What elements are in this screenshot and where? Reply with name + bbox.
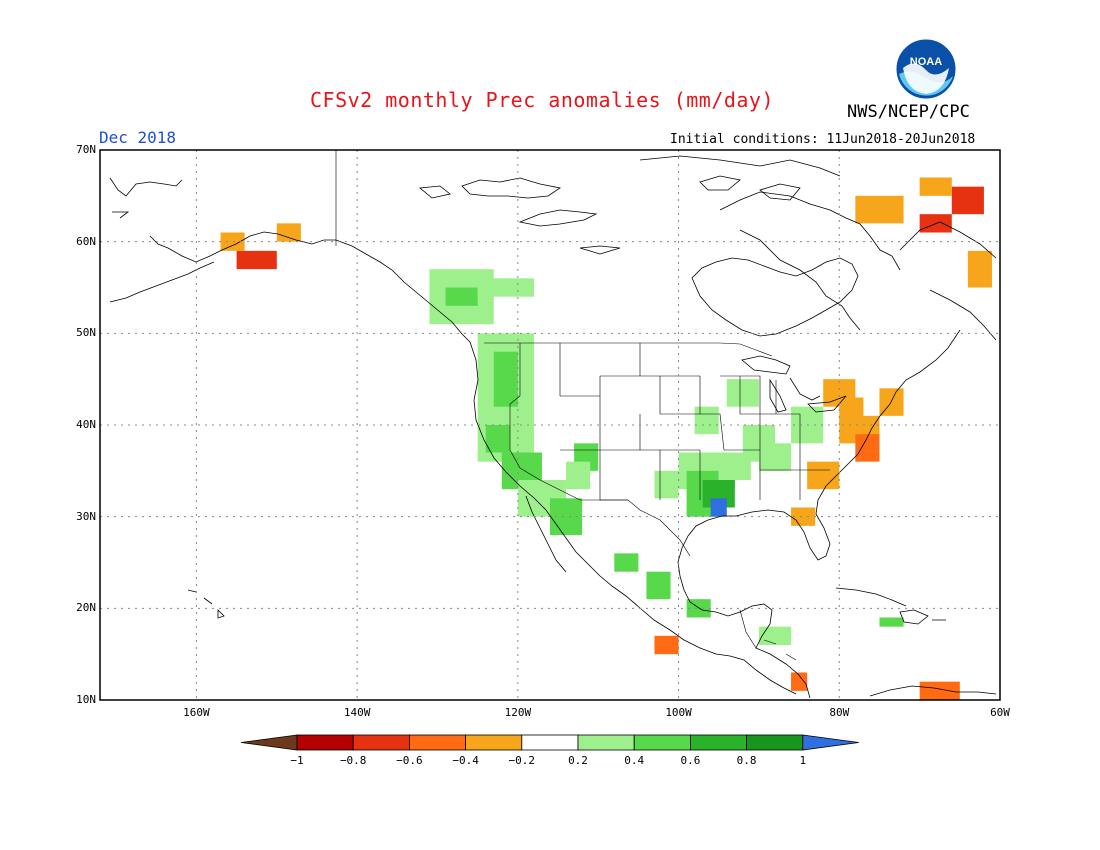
anomaly-cell <box>566 461 591 490</box>
lat-tick-label: 70N <box>76 143 96 156</box>
legend-swatch <box>577 734 635 751</box>
anomaly-cell <box>236 250 277 270</box>
legend-label: 0.8 <box>737 754 757 767</box>
legend-label: −0.8 <box>340 754 367 767</box>
anomaly-cell <box>879 617 904 627</box>
legend-swatch <box>465 734 523 751</box>
legend-label: 0.4 <box>624 754 644 767</box>
anomaly-cell <box>477 278 534 297</box>
legend-label: −0.4 <box>452 754 479 767</box>
legend-high-arrow <box>802 734 859 751</box>
anomaly-cell <box>485 425 510 453</box>
anomaly-cell <box>276 223 301 242</box>
lon-tick-label: 160W <box>183 706 210 719</box>
map-frame <box>99 149 1001 701</box>
anomaly-cell <box>758 626 792 645</box>
legend-label: 0.2 <box>568 754 588 767</box>
anomaly-cell <box>646 571 671 600</box>
anomaly-cell <box>654 635 679 655</box>
lon-tick-label: 120W <box>504 706 532 719</box>
anomaly-cell <box>855 195 904 224</box>
anomaly-cells <box>220 177 992 700</box>
lat-tick-label: 40N <box>76 418 96 431</box>
legend-swatch <box>746 734 804 751</box>
anomaly-cell <box>791 672 808 691</box>
anomaly-cell <box>967 250 992 288</box>
anomaly-cell <box>614 553 639 572</box>
agency-label: NWS/NCEP/CPC <box>847 102 970 122</box>
anomaly-cell <box>654 470 679 499</box>
anomaly-cell <box>951 186 984 215</box>
anomaly-cell <box>710 498 727 517</box>
lat-tick-label: 50N <box>76 326 96 340</box>
lon-tick-label: 140W <box>343 706 371 719</box>
lat-tick-label: 30N <box>76 509 96 523</box>
political-borders <box>335 150 830 661</box>
anomaly-cell <box>919 681 960 700</box>
legend-swatch <box>690 734 748 751</box>
anomaly-cell <box>220 232 245 251</box>
anomaly-cell <box>758 443 792 471</box>
lat-tick-label: 10N <box>76 693 96 706</box>
anomaly-cell <box>493 351 518 407</box>
legend-swatch <box>633 734 691 751</box>
legend-label: 1 <box>799 754 806 767</box>
lon-tick-label: 80W <box>829 706 850 719</box>
lat-tick-label: 20N <box>76 601 96 615</box>
legend-label: −1 <box>290 754 303 767</box>
initial-conditions: Initial conditions: 11Jun2018-20Jun2018 <box>670 132 976 147</box>
anomaly-cell <box>694 406 719 435</box>
legend-boxes <box>240 734 859 751</box>
logo-text: NOAA <box>910 56 942 68</box>
legend-labels: −1 −0.8 −0.6 −0.4 −0.2 0.2 0.4 0.6 0.8 1 <box>290 754 806 767</box>
anomaly-cell <box>807 461 840 490</box>
legend-swatch <box>296 734 354 751</box>
map-title: CFSv2 monthly Prec anomalies (mm/day) <box>310 88 775 112</box>
forecast-month: Dec 2018 <box>99 128 177 147</box>
lat-tick-label: 60N <box>76 234 96 248</box>
legend-low-arrow <box>240 734 298 751</box>
legend-label: −0.6 <box>396 754 423 767</box>
legend-label: 0.6 <box>680 754 700 767</box>
anomaly-cell <box>919 177 952 196</box>
legend-label: −0.2 <box>509 754 536 767</box>
lat-lon-gridlines <box>100 150 1000 700</box>
noaa-logo-icon: NOAA <box>895 38 957 100</box>
legend-swatch <box>352 734 410 751</box>
coastlines <box>109 155 997 699</box>
lon-tick-label: 60W <box>990 706 1010 719</box>
legend-swatch <box>521 734 579 751</box>
lon-tick-label: 100W <box>665 706 692 719</box>
legend-swatch <box>408 734 466 751</box>
anomaly-cell <box>726 379 759 407</box>
anomaly-cell <box>855 434 880 462</box>
anomaly-cell <box>445 287 478 306</box>
